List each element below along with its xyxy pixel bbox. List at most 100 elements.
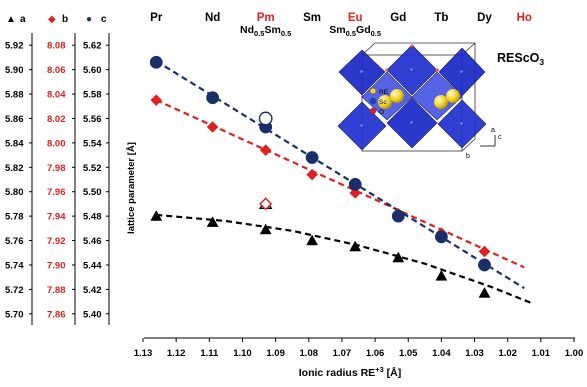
data-point-c — [478, 258, 491, 272]
y-axis-b-legend: ◆ b — [48, 14, 68, 25]
y-tick-label-b: 7.94 — [47, 212, 66, 223]
y-axis-c-ticks: 5.40 5.42 5.44 5.46 5.48 5.50 5.52 5.54 5.56 5.58… — [83, 41, 109, 320]
element-label-gd: Gd — [390, 12, 406, 24]
y-tick-label-c: 5.62 — [83, 41, 102, 52]
y-tick-label-a: 5.84 — [5, 138, 24, 149]
y-tick-label-c: 5.52 — [83, 163, 102, 174]
y-tick-label-a: 5.82 — [5, 163, 24, 174]
y-tick-label-b: 7.96 — [47, 187, 66, 198]
mixed-label-element: Gd — [356, 24, 371, 36]
atom-legend-label: Sc — [379, 99, 387, 106]
legend-marker-b: ◆ — [48, 14, 56, 25]
atom-legend-label: RE — [379, 89, 389, 96]
data-point-b — [259, 144, 272, 157]
data-point-c — [305, 151, 319, 164]
y-tick-label-c: 5.44 — [83, 260, 102, 271]
mixed-label-fraction: 0.5 — [346, 29, 356, 38]
y-tick-label-a: 5.70 — [5, 309, 24, 320]
x-tick-label: 1.05 — [399, 348, 418, 359]
x-axis: 1.13 1.12 1.11 1.10 1.09 1.08 1.07 1.06 1.05 1.04… — [134, 337, 584, 379]
element-label-nd: Nd — [205, 12, 220, 24]
data-point-b — [150, 94, 163, 106]
y-tick-label-c: 5.56 — [83, 114, 102, 125]
x-axis-ticks: 1.13 1.12 1.11 1.10 1.09 1.08 1.07 1.06 1.05 1.04… — [134, 338, 584, 359]
inset-axis-b: b — [466, 153, 470, 160]
y-tick-label-b: 7.86 — [47, 309, 66, 320]
element-label-tb: Tb — [434, 12, 448, 24]
y-tick-label-c: 5.42 — [83, 285, 102, 296]
element-label-pm: Pm — [257, 12, 275, 24]
data-point-a — [306, 234, 319, 246]
data-point-a — [150, 210, 163, 221]
y-axis-a-legend: ▲ a — [6, 14, 26, 25]
y-tick-label-b: 8.04 — [47, 90, 66, 101]
data-point-a — [349, 240, 362, 252]
y-tick-label-c: 5.58 — [83, 90, 102, 101]
x-tick-label: 1.03 — [465, 348, 484, 359]
y-tick-label-b: 8.00 — [47, 138, 66, 149]
x-tick-label: 1.13 — [134, 348, 153, 359]
inset-orientation-axes: c a b — [466, 127, 502, 160]
atom-legend-dot — [369, 87, 377, 95]
y-tick-label-b: 8.02 — [47, 114, 66, 125]
mixed-label-element: Sm — [329, 24, 345, 36]
y-tick-label-c: 5.50 — [83, 187, 102, 198]
data-point-a — [259, 223, 272, 235]
y-tick-label-c: 5.40 — [83, 309, 102, 320]
x-tick-label: 1.08 — [300, 348, 319, 359]
y-tick-label-a: 5.76 — [5, 236, 24, 247]
legend-marker-a: ▲ — [6, 14, 16, 25]
mixed-label: Sm0.5Gd0.5 — [329, 24, 381, 38]
x-tick-label: 1.07 — [333, 348, 352, 359]
x-tick-label: 1.04 — [432, 348, 451, 359]
data-point-a — [435, 269, 448, 281]
y-tick-label-a: 5.72 — [5, 285, 24, 296]
mixed-label-fraction: 0.5 — [371, 29, 381, 38]
x-tick-label: 1.09 — [266, 348, 285, 359]
atom-legend-dot — [369, 107, 377, 115]
x-axis-label: Ionic radius RE+3 [Å] — [299, 365, 402, 379]
y-tick-label-c: 5.60 — [83, 65, 102, 76]
y-axis-a: 5.70 5.72 5.74 5.76 5.78 5.80 5.82 5.84 5.86 5.88… — [5, 14, 33, 325]
y-tick-label-c: 5.46 — [83, 236, 102, 247]
element-label-sm: Sm — [303, 12, 321, 24]
data-point-c — [391, 209, 405, 223]
data-point-c — [434, 230, 448, 244]
inset-label-main: REScO — [497, 51, 540, 65]
atom-legend-label: O — [379, 109, 384, 116]
mixed-label-element: Nd — [240, 24, 254, 36]
legend-label-a: a — [20, 14, 26, 25]
element-label-pr: Pr — [150, 12, 163, 24]
data-points — [149, 55, 491, 298]
mixed-label-element: Sm — [264, 24, 280, 36]
open-point-b — [259, 197, 273, 211]
fit-line-b — [155, 99, 525, 269]
data-point-b — [478, 245, 491, 258]
inset-atom-legend: RE Sc O — [369, 87, 389, 116]
y-tick-label-a: 5.74 — [5, 260, 24, 271]
x-tick-label: 1.00 — [565, 348, 584, 359]
inset-label-sub: 3 — [539, 57, 544, 67]
y-tick-label-b: 8.08 — [47, 41, 66, 52]
legend-marker-c: ● — [86, 14, 92, 25]
x-axis-label-main: Ionic radius RE — [299, 367, 375, 379]
data-point-a — [206, 216, 219, 227]
y-tick-label-b: 7.90 — [47, 260, 66, 271]
data-point-a — [392, 251, 405, 263]
x-tick-label: 1.10 — [233, 348, 252, 359]
x-tick-label: 1.12 — [167, 348, 186, 359]
y-tick-label-c: 5.48 — [83, 212, 102, 223]
mixed-label-fraction: 0.5 — [281, 29, 291, 38]
y-tick-label-a: 5.80 — [5, 187, 24, 198]
element-label-eu: Eu — [348, 12, 363, 24]
y-axis-label: lattice parameter [Å] — [126, 142, 137, 234]
y-axis-b-ticks: 7.86 7.88 7.90 7.92 7.94 7.96 7.98 8.00 8.02 8.04… — [47, 41, 75, 320]
y-tick-label-a: 5.92 — [5, 41, 24, 52]
x-axis-label-sup: +3 — [375, 365, 384, 374]
x-tick-label: 1.06 — [366, 348, 385, 359]
y-axis-c: 5.40 5.42 5.44 5.46 5.48 5.50 5.52 5.54 5.56 5.58… — [83, 14, 110, 325]
y-tick-label-a: 5.78 — [5, 212, 24, 223]
y-axis-a-ticks: 5.70 5.72 5.74 5.76 5.78 5.80 5.82 5.84 5.86 5.88… — [5, 41, 32, 320]
element-label-dy: Dy — [477, 12, 492, 24]
